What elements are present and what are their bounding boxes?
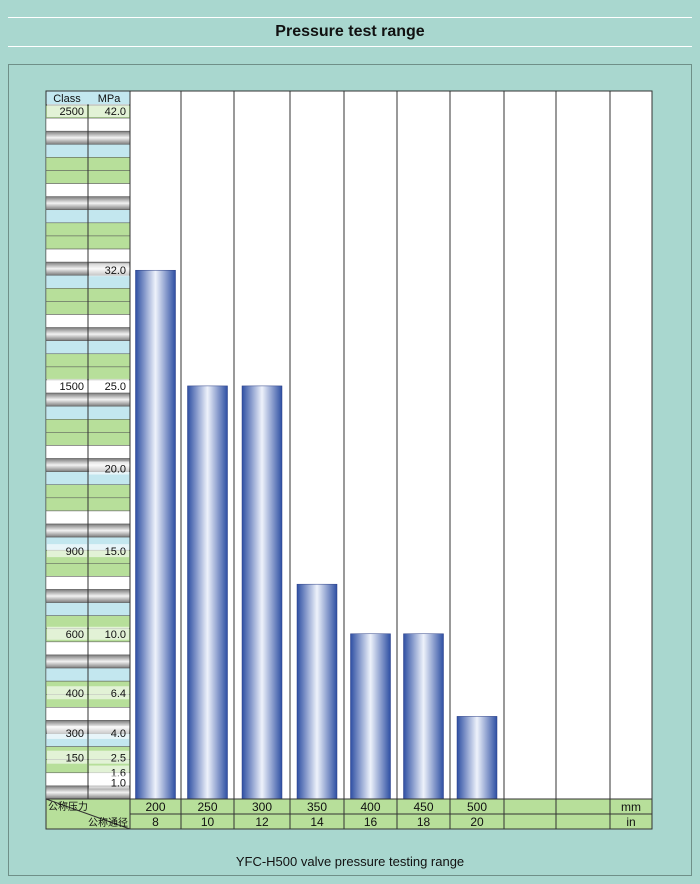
mpa-label-bg xyxy=(89,263,129,277)
bar xyxy=(403,633,444,800)
class-tick-label: 150 xyxy=(66,753,84,765)
class-label-bg xyxy=(47,378,87,392)
bar xyxy=(241,385,283,800)
mpa-label-bg xyxy=(89,765,129,779)
mpa-tick-label: 10.0 xyxy=(105,629,126,641)
mpa-tick-label: 2.5 xyxy=(111,753,126,765)
class-tick-label: 900 xyxy=(66,546,84,558)
x-tick-label-mm: 250 xyxy=(197,800,217,814)
bar xyxy=(135,269,176,800)
bar xyxy=(350,633,391,800)
class-tick-label: 300 xyxy=(66,728,84,740)
x-tick-label-mm: 400 xyxy=(360,800,380,814)
x-tick-label-mm: 300 xyxy=(252,800,272,814)
bar xyxy=(456,716,498,800)
x-row-label-bottom: 公称通径 xyxy=(88,816,128,829)
mpa-tick-label: 6.4 xyxy=(111,688,126,700)
mpa-label-bg xyxy=(89,104,129,117)
mpa-tick-label: 4.0 xyxy=(111,728,126,740)
class-axis-label: Class xyxy=(53,93,81,105)
x-tick-label-in: 20 xyxy=(470,815,484,829)
x-label-diagonal xyxy=(45,798,131,830)
pressure-range-chart: Class MPa 2500 42.0 32.0 1500 25.0 20.0 900 15.0 6… xyxy=(45,90,653,830)
x-tick-label-mm: 450 xyxy=(413,800,433,814)
class-label-bg xyxy=(47,686,87,700)
mpa-label-bg xyxy=(89,461,129,475)
mpa-label-bg xyxy=(89,378,129,392)
mpa-tick-label: 25.0 xyxy=(105,381,126,393)
x-tick-label-mm: 350 xyxy=(307,800,327,814)
x-tick-label-in: 18 xyxy=(417,815,431,829)
x-tick-label-in: 14 xyxy=(310,815,324,829)
mpa-tick-label: 15.0 xyxy=(105,546,126,558)
class-label-bg xyxy=(47,725,87,739)
chart-panel: Class MPa 2500 42.0 32.0 1500 25.0 20.0 900 15.0 6… xyxy=(8,64,692,876)
x-unit-in: in xyxy=(626,815,635,829)
mpa-tick-label: 32.0 xyxy=(105,265,126,277)
class-tick-label: 600 xyxy=(66,629,84,641)
class-tick-label: 400 xyxy=(66,688,84,700)
mpa-label-bg xyxy=(89,750,129,764)
bar xyxy=(187,385,228,800)
x-tick-label-in: 16 xyxy=(364,815,378,829)
chart-title: Pressure test range xyxy=(8,17,692,47)
x-row-label-top: 公称压力 xyxy=(48,800,88,813)
mpa-label-bg xyxy=(89,725,129,739)
mpa-tick-label: 20.0 xyxy=(105,464,126,476)
mpa-label-bg xyxy=(89,626,129,640)
class-label-bg xyxy=(47,750,87,764)
class-label-bg xyxy=(47,104,87,117)
x-tick-label-mm: 200 xyxy=(145,800,165,814)
class-tick-label: 1500 xyxy=(60,381,84,393)
class-label-bg xyxy=(47,544,87,558)
x-tick-label-in: 10 xyxy=(201,815,215,829)
mpa-label-bg xyxy=(89,544,129,558)
bar xyxy=(296,583,338,800)
x-tick-label-in: 8 xyxy=(152,815,159,829)
mpa-tick-label: 1.0 xyxy=(111,777,126,789)
mpa-axis-label: MPa xyxy=(98,93,122,105)
class-label-bg xyxy=(47,626,87,640)
mpa-tick-label: 42.0 xyxy=(105,106,126,118)
mpa-label-bg xyxy=(89,775,129,789)
x-tick-label-mm: 500 xyxy=(467,800,487,814)
x-unit-mm: mm xyxy=(621,800,641,814)
chart-caption: YFC-H500 valve pressure testing range xyxy=(235,854,465,869)
x-tick-label-in: 12 xyxy=(255,815,269,829)
class-tick-label: 2500 xyxy=(60,106,84,118)
mpa-label-bg xyxy=(89,686,129,700)
